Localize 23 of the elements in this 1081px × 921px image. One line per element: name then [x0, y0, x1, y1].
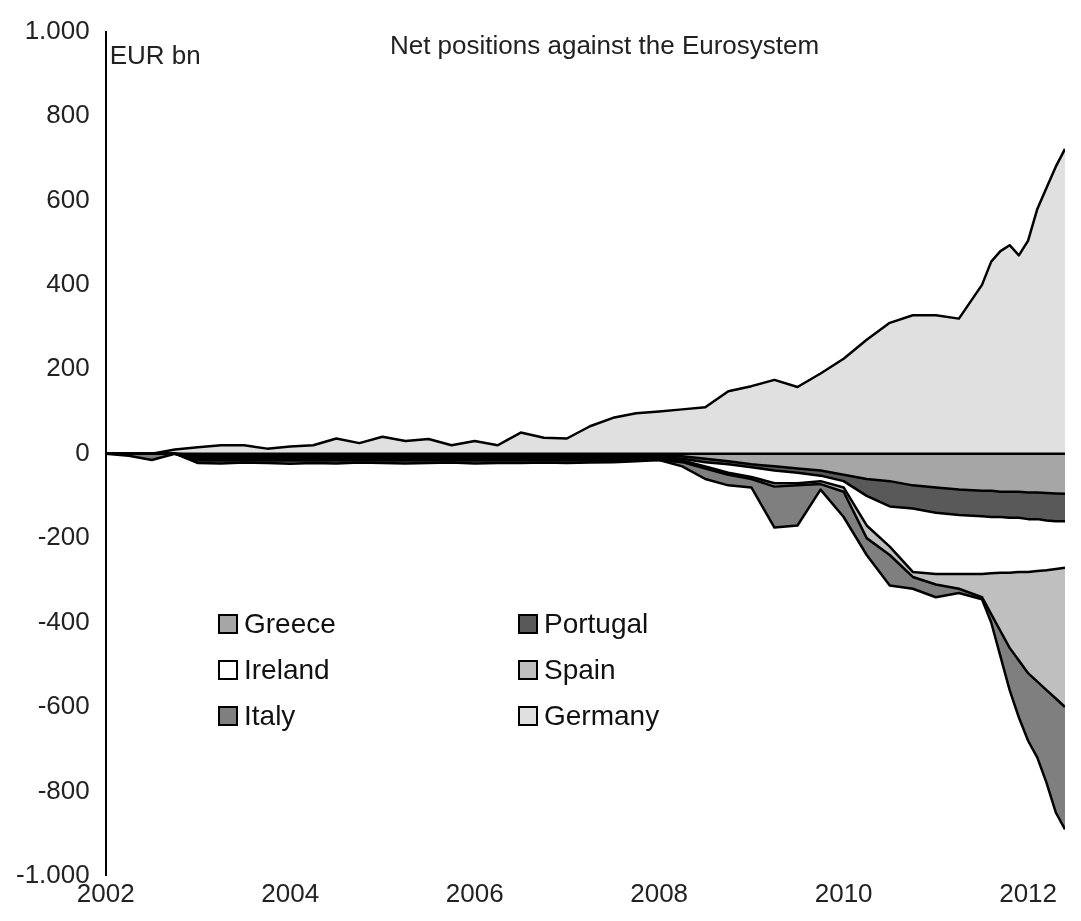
legend-label: Ireland — [244, 654, 330, 686]
legend-label: Italy — [244, 700, 296, 732]
y-tick-label: -200 — [37, 521, 90, 552]
y-tick-label: 800 — [46, 99, 90, 130]
x-tick-label: 2010 — [814, 877, 873, 908]
y-tick-label: 1.000 — [24, 14, 90, 45]
y-tick-label: -800 — [37, 774, 90, 805]
x-tick-label: 2004 — [261, 877, 320, 908]
x-tick-label: 2006 — [445, 877, 504, 908]
y-tick-label: 200 — [46, 352, 90, 383]
y-tick-label: 600 — [46, 183, 90, 214]
legend-label: Portugal — [544, 608, 649, 640]
x-tick-label: 2012 — [999, 877, 1058, 908]
y-tick-label: -400 — [37, 605, 90, 636]
legend-label: Spain — [544, 654, 616, 686]
chart-title: Net positions against the Eurosystem — [389, 29, 820, 60]
legend-label: Germany — [544, 700, 660, 732]
legend-label: Greece — [244, 608, 336, 640]
x-tick-label: 2008 — [630, 877, 689, 908]
y-tick-label: 400 — [46, 268, 90, 299]
y-axis-title: EUR bn — [109, 39, 201, 70]
y-tick-label: -600 — [37, 690, 90, 721]
y-tick-label: 0 — [75, 436, 90, 467]
